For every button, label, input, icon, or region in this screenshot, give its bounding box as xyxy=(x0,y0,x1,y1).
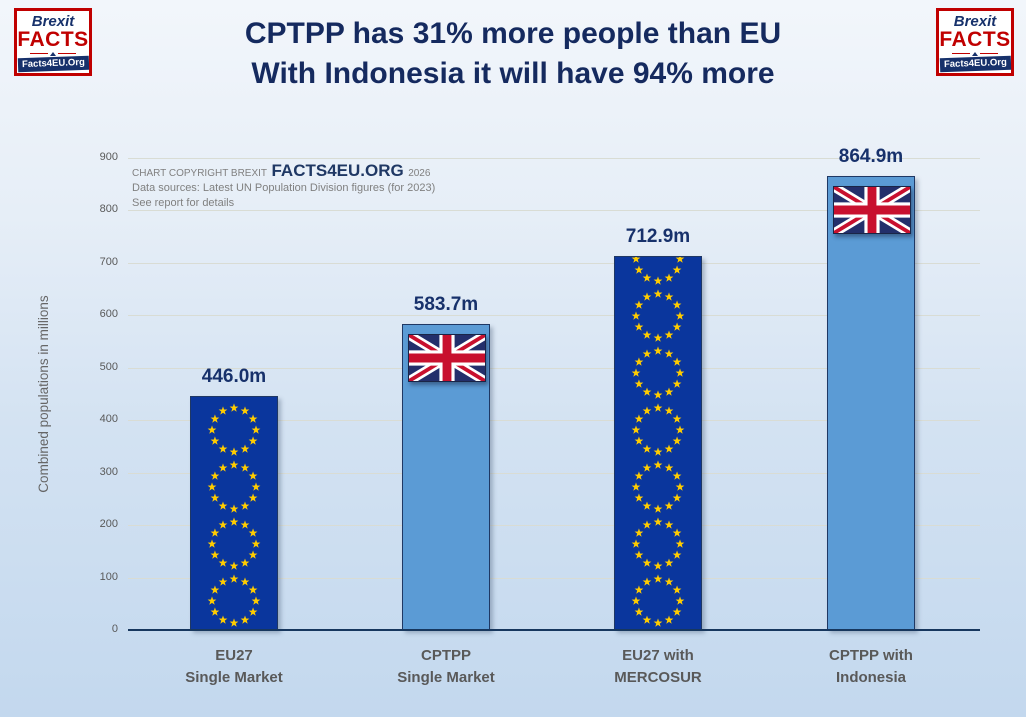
union-jack-flag-icon xyxy=(831,183,913,237)
y-tick-label: 100 xyxy=(99,570,118,583)
category-label-line: Single Market xyxy=(397,669,495,686)
x-axis-line xyxy=(128,629,980,631)
copyright-brand: FACTS4EU.ORG xyxy=(271,161,404,180)
facts4eu-logo-left: Brexit FACTS Facts4EU.Org xyxy=(14,8,92,76)
logo-caret-icon xyxy=(972,51,978,56)
gridline xyxy=(128,158,980,159)
copyright-prefix: CHART COPYRIGHT BREXIT xyxy=(132,168,268,179)
logo-divider xyxy=(30,51,76,56)
y-tick-label: 200 xyxy=(99,518,118,531)
category-label-line: CPTPP with xyxy=(829,647,913,664)
gridline xyxy=(128,262,980,264)
y-tick-label: 0 xyxy=(111,623,118,635)
logo-facts-text: FACTS xyxy=(17,28,89,51)
logo-facts-text: FACTS xyxy=(939,28,1011,51)
category-label-line: Indonesia xyxy=(835,669,906,686)
gridline xyxy=(128,210,980,212)
union-jack-flag xyxy=(831,183,913,237)
logo-caret-icon xyxy=(50,51,56,56)
y-tick-label: 500 xyxy=(99,360,118,373)
bar-value-label: 864.9m xyxy=(838,146,904,167)
y-tick-label: 600 xyxy=(99,308,118,321)
logo-divider-line xyxy=(980,52,998,55)
bar-eu27-single-market xyxy=(190,396,278,630)
union-jack-flag-icon xyxy=(406,331,488,385)
bar-value-label: 712.9m xyxy=(625,226,691,247)
logo-divider-line xyxy=(58,52,76,55)
gridline xyxy=(128,577,980,579)
category-label: CPTPP with Indonesia xyxy=(771,645,971,689)
copyright-line: CHART COPYRIGHT BREXIT FACTS4EU.ORG 2026 xyxy=(132,161,435,181)
copyright-sources: Data sources: Latest UN Population Divis… xyxy=(132,182,436,194)
category-label: CPTPP Single Market xyxy=(346,645,546,689)
y-tick-label: 900 xyxy=(99,151,118,163)
category-label-line: Single Market xyxy=(185,669,283,686)
gridline xyxy=(128,367,980,369)
category-label-line: EU27 xyxy=(215,647,253,664)
logo-brexit-text: Brexit xyxy=(31,13,75,30)
y-tick-label: 400 xyxy=(99,413,118,426)
facts4eu-logo-right: Brexit FACTS Facts4EU.Org xyxy=(936,8,1014,76)
bar-cptpp-single-market xyxy=(402,324,490,630)
category-label-line: CPTPP xyxy=(420,647,471,664)
logo-divider xyxy=(952,51,998,56)
union-jack-flag xyxy=(406,331,488,385)
gridline xyxy=(128,420,980,422)
gridline xyxy=(128,525,980,527)
bar-value-label: 583.7m xyxy=(413,294,479,315)
y-tick-label: 700 xyxy=(99,255,118,268)
logo-divider-line xyxy=(952,52,970,55)
gridline xyxy=(128,315,980,317)
y-tick-label: 800 xyxy=(99,203,118,216)
copyright-note: See report for details xyxy=(132,197,235,209)
y-tick-label: 300 xyxy=(99,465,118,478)
chart-title: CPTPP has 31% more people than EU With I… xyxy=(113,14,913,94)
copyright-block: CHART COPYRIGHT BREXIT FACTS4EU.ORG 2026… xyxy=(132,161,435,211)
eu-stars-pattern xyxy=(631,257,685,627)
bar-value-label: 446.0m xyxy=(201,366,267,387)
chart-title-line2: With Indonesia it will have 94% more xyxy=(251,57,775,90)
category-label-line: MERCOSUR xyxy=(614,669,702,686)
category-label: EU27 Single Market xyxy=(134,645,334,689)
category-label-line: EU27 with xyxy=(622,647,694,664)
chart-title-line1: CPTPP has 31% more people than EU xyxy=(244,17,782,50)
copyright-year: 2026 xyxy=(408,168,431,179)
category-label: EU27 with MERCOSUR xyxy=(558,645,758,689)
bar-cptpp-with-indonesia xyxy=(827,176,915,630)
bar-eu27-with-mercosur xyxy=(614,256,702,630)
logo-divider-line xyxy=(30,52,48,55)
logo-brexit-text: Brexit xyxy=(953,13,997,30)
gridline xyxy=(128,472,980,474)
eu-stars-pattern xyxy=(207,403,261,627)
